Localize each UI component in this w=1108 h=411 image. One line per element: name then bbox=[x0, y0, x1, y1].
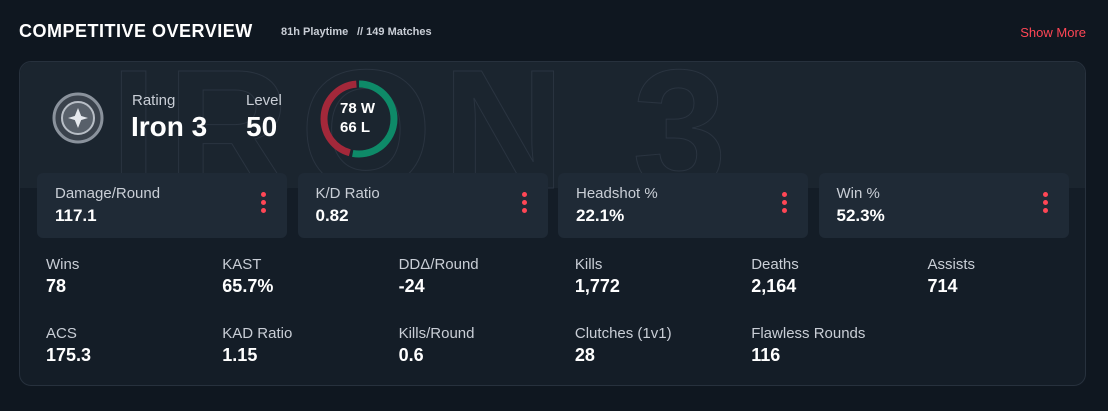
dot bbox=[261, 208, 266, 213]
playtime: 81h Playtime bbox=[281, 26, 349, 38]
stat-label: Flawless Rounds bbox=[751, 325, 866, 342]
stat-label: Clutches (1v1) bbox=[574, 325, 672, 342]
stat-value: 0.6 bbox=[398, 345, 424, 365]
stat-label: Kills/Round bbox=[398, 325, 475, 342]
highlight-box: Headshot % 22.1% bbox=[558, 173, 808, 238]
dot bbox=[782, 200, 787, 205]
menu-dots[interactable] bbox=[1042, 192, 1049, 216]
stat-label: Deaths bbox=[751, 256, 799, 273]
dot bbox=[521, 200, 527, 205]
stat-label: DDΔ/Round bbox=[398, 256, 479, 273]
highlight-box: Win % 52.3% bbox=[818, 173, 1069, 238]
highlight-value: 22.1% bbox=[576, 206, 625, 225]
highlight-label: K/D Ratio bbox=[315, 185, 380, 202]
dot bbox=[1042, 208, 1048, 213]
stat-value: 175.3 bbox=[46, 345, 92, 365]
stat-value: 65.7% bbox=[222, 276, 274, 296]
highlight-label: Win % bbox=[836, 185, 880, 202]
stat: Assists 714 bbox=[928, 256, 976, 297]
stat: Deaths 2,164 bbox=[751, 256, 799, 297]
stat-value: -24 bbox=[398, 276, 425, 296]
dot bbox=[521, 192, 527, 197]
show-more-link[interactable]: Show More bbox=[1020, 25, 1086, 40]
win-loss-ring bbox=[320, 80, 398, 158]
menu-dots[interactable] bbox=[261, 192, 267, 216]
stat: Wins 78 bbox=[46, 256, 79, 297]
stat: Flawless Rounds 116 bbox=[751, 325, 865, 366]
rank-icon bbox=[52, 92, 104, 144]
stat: Kills/Round 0.6 bbox=[399, 325, 475, 366]
stat-value: 2,164 bbox=[751, 276, 797, 296]
dot bbox=[782, 192, 787, 197]
wins-count: 78 bbox=[340, 100, 357, 117]
highlight-box: K/D Ratio 0.82 bbox=[297, 173, 548, 238]
dot bbox=[1042, 192, 1048, 197]
losses-arc bbox=[320, 80, 398, 158]
stat: Clutches (1v1) 28 bbox=[575, 325, 672, 366]
rating-value: Iron 3 bbox=[131, 111, 208, 142]
stat-value: 116 bbox=[751, 345, 781, 365]
menu-dots[interactable] bbox=[521, 192, 528, 216]
overview-card: Iron 3 Rating Iron 3 Level 50 78 W 66 L … bbox=[19, 61, 1086, 386]
section-title: COMPETITIVE OVERVIEW bbox=[19, 21, 253, 41]
stat: KAST 65.7% bbox=[222, 256, 273, 297]
stat-label: Kills bbox=[574, 256, 603, 273]
highlight-value: 52.3% bbox=[836, 206, 885, 225]
highlight-label: Headshot % bbox=[576, 185, 658, 202]
stat-value: 28 bbox=[574, 345, 595, 365]
stat-value: 78 bbox=[46, 276, 67, 296]
stat: ACS 175.3 bbox=[46, 325, 91, 366]
highlight-label: Damage/Round bbox=[55, 185, 161, 202]
wins-label: W bbox=[360, 100, 376, 117]
stat: KAD Ratio 1.15 bbox=[222, 325, 292, 366]
dot bbox=[1042, 200, 1048, 205]
dot bbox=[261, 192, 266, 197]
wins-line: 78 W bbox=[340, 99, 375, 118]
stat-value: 714 bbox=[927, 276, 958, 296]
card-header: Iron 3 bbox=[20, 62, 1085, 226]
losses-line: 66 L bbox=[340, 118, 375, 137]
stat-value: 1.15 bbox=[222, 345, 258, 365]
matches: // 149 Matches bbox=[357, 26, 432, 38]
losses-count: 66 bbox=[340, 119, 357, 136]
stat-label: ACS bbox=[46, 325, 77, 342]
stat-value: 1,772 bbox=[574, 276, 620, 296]
wins-arc bbox=[320, 80, 398, 158]
highlight-value: 117.1 bbox=[55, 206, 97, 225]
stat-label: KAD Ratio bbox=[222, 325, 293, 342]
stat-label: KAST bbox=[222, 256, 262, 273]
stat-label: Wins bbox=[46, 256, 80, 273]
dot bbox=[521, 208, 527, 213]
level-label: Level bbox=[246, 92, 282, 109]
menu-dots[interactable] bbox=[782, 192, 788, 216]
highlight-box: Damage/Round 117.1 bbox=[37, 173, 287, 238]
level-value: 50 bbox=[246, 111, 278, 142]
losses-label: L bbox=[360, 119, 371, 136]
stat-label: Assists bbox=[927, 256, 976, 273]
stat: DDΔ/Round -24 bbox=[399, 256, 479, 297]
stat: Kills 1,772 bbox=[575, 256, 620, 297]
dot bbox=[782, 208, 787, 213]
rating-label: Rating bbox=[132, 92, 176, 109]
dot bbox=[261, 200, 266, 205]
highlight-value: 0.82 bbox=[315, 206, 349, 225]
record-text: 78 W 66 L bbox=[340, 99, 375, 137]
